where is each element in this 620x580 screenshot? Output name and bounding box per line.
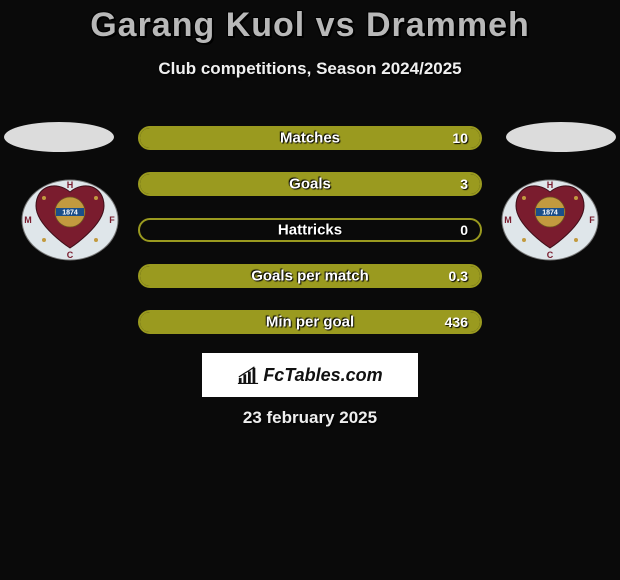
player-photo-right [506, 122, 616, 152]
stat-bar: Matches 10 [138, 126, 482, 150]
club-crest-right: 1874 H M F C [500, 178, 600, 262]
svg-text:1874: 1874 [542, 210, 558, 217]
svg-text:M: M [24, 215, 32, 225]
svg-text:C: C [67, 250, 74, 260]
date: 23 february 2025 [0, 408, 620, 428]
svg-text:F: F [109, 215, 115, 225]
svg-text:H: H [547, 180, 554, 190]
stat-bar: Min per goal 436 [138, 310, 482, 334]
svg-text:C: C [547, 250, 554, 260]
svg-text:M: M [504, 215, 512, 225]
bar-value-right: 0 [460, 222, 468, 238]
stats-bars: Matches 10 Goals 3 Hattricks 0 Goals per match… [138, 126, 482, 356]
watermark: FcTables.com [202, 353, 418, 397]
player-photo-left [4, 122, 114, 152]
stat-bar: Goals 3 [138, 172, 482, 196]
stat-bar: Hattricks 0 [138, 218, 482, 242]
bar-value-right: 10 [452, 130, 468, 146]
club-crest-left: 1874 H M F C [20, 178, 120, 262]
subtitle: Club competitions, Season 2024/2025 [0, 59, 620, 79]
bar-label: Matches [280, 130, 340, 147]
chart-icon [237, 366, 259, 384]
bar-value-right: 436 [445, 314, 468, 330]
page-title: Garang Kuol vs Drammeh [0, 0, 620, 45]
bar-label: Goals [289, 176, 331, 193]
bar-label: Goals per match [251, 268, 369, 285]
svg-text:F: F [589, 215, 595, 225]
svg-text:1874: 1874 [62, 210, 78, 217]
bar-value-right: 0.3 [449, 268, 468, 284]
bar-label: Hattricks [278, 222, 342, 239]
watermark-text: FcTables.com [263, 365, 382, 386]
stat-bar: Goals per match 0.3 [138, 264, 482, 288]
bar-value-right: 3 [460, 176, 468, 192]
svg-text:H: H [67, 180, 74, 190]
bar-label: Min per goal [266, 314, 354, 331]
